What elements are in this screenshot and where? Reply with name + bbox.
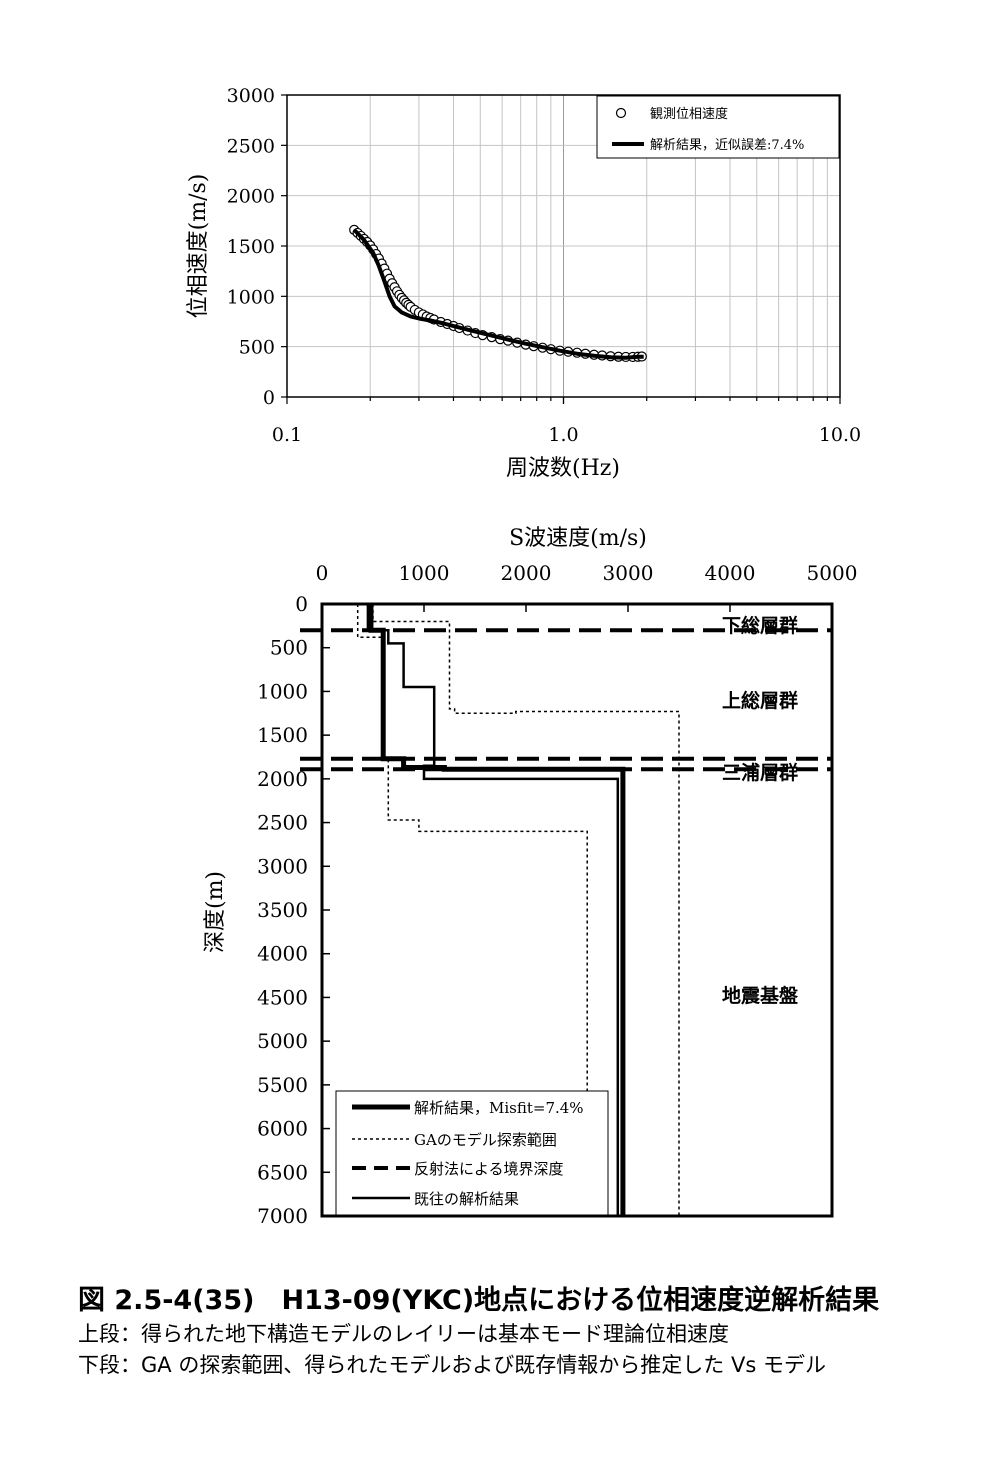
y-axis-label: 深度(m) [203,871,228,953]
x-tick-label: 4000 [705,561,756,585]
y-tick-label: 2500 [257,811,308,835]
y-tick-label: 4000 [257,942,308,966]
layer-label-kazusa: 上総層群 [722,689,798,712]
legend-label-analysis: 解析結果，近似誤差:7.4% [650,137,804,153]
figure-caption-lower: 下段：GA の探索範囲、得られたモデルおよび既存情報から推定した Vs モデル [78,1353,826,1377]
legend-label-ga-range: GAのモデル探索範囲 [414,1131,557,1149]
x-axis-label: 周波数(Hz) [506,456,620,481]
x-tick-label: 3000 [603,561,654,585]
ga-range-upper-line [372,604,680,1216]
x-tick-label: 0.1 [272,424,302,446]
y-tick-label: 1000 [227,286,275,308]
ga-range-lower-line [356,604,588,1216]
y-tick-label: 1500 [227,236,275,258]
x-tick-labels: 0.1 1.0 10.0 [272,424,861,446]
analysis-result-line [352,228,644,360]
x-tick-labels: 0 1000 2000 3000 4000 5000 [316,561,858,585]
data-series [300,604,832,1216]
plot-area-frame [320,602,834,1218]
phase-velocity-chart: 0 500 1000 1500 2000 2500 3000 0.1 1.0 10.0 周波数(… [186,85,861,481]
axis-ticks [281,94,841,404]
y-tick-label: 1000 [257,679,308,703]
figure-caption-upper: 上段：得られた地下構造モデルのレイリーは基本モード理論位相速度 [78,1322,729,1346]
data-series [349,224,647,363]
y-tick-label: 1500 [257,723,308,747]
y-tick-labels: 0 500 1000 1500 2000 2500 3000 [227,85,275,409]
shear-velocity-profile-chart: S波速度(m/s) 0 1000 2000 3000 4000 5000 0 500 1000… [203,526,858,1228]
y-tick-label: 2000 [257,767,308,791]
legend-label-previous: 既往の解析結果 [414,1190,519,1208]
layer-label-basement: 地震基盤 [722,984,799,1007]
legend: 観測位相速度 解析結果，近似誤差:7.4% [596,95,840,159]
x-tick-label: 0 [316,561,329,585]
layer-label-miura: 三浦層群 [722,761,798,784]
legend-marker-observed [615,107,627,119]
x-tick-label: 2000 [501,561,552,585]
x-tick-label: 1.0 [548,424,578,446]
layer-label-shimousa: 下総層群 [722,614,798,637]
legend-label-analysis: 解析結果，Misfit=7.4% [414,1099,584,1117]
y-tick-label: 500 [270,636,308,660]
chart-title: S波速度(m/s) [509,526,647,551]
y-tick-label: 3500 [257,898,308,922]
x-tick-label: 1000 [399,561,450,585]
y-tick-label: 3000 [227,85,275,107]
y-tick-label: 6000 [257,1117,308,1141]
legend-box [596,95,840,159]
analysis-result-line [368,604,626,1216]
y-tick-labels: 0 500 1000 1500 2000 2500 3000 3500 4000 4500 5000… [257,592,308,1228]
legend-label-reflection: 反射法による境界深度 [414,1160,564,1178]
y-axis-label: 位相速度(m/s) [186,174,211,319]
y-tick-label: 0 [295,592,308,616]
x-tick-label: 10.0 [819,424,861,446]
y-tick-label: 3000 [257,854,308,878]
x-tick-label: 5000 [807,561,858,585]
legend-box [335,1090,609,1216]
figure-caption-title: 図 2.5-4(35) H13-09(YKC)地点における位相速度逆解析結果 [78,1285,880,1316]
y-tick-label: 500 [239,337,275,359]
y-tick-label: 7000 [257,1204,308,1228]
y-tick-label: 6500 [257,1160,308,1184]
y-tick-label: 2000 [227,186,275,208]
y-tick-label: 5500 [257,1073,308,1097]
legend: 解析結果，Misfit=7.4% GAのモデル探索範囲 反射法による境界深度 既… [335,1090,609,1216]
y-tick-label: 2500 [227,135,275,157]
legend-label-observed: 観測位相速度 [650,106,728,122]
y-tick-label: 5000 [257,1029,308,1053]
y-tick-label: 0 [263,387,275,409]
y-tick-label: 4500 [257,985,308,1009]
